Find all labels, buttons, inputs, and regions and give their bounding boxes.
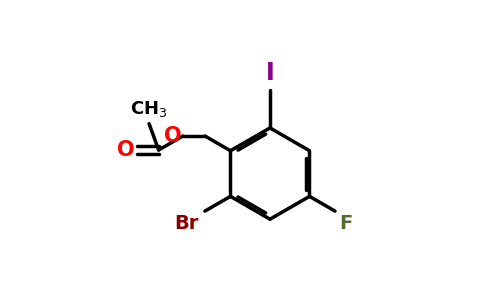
Text: CH$_3$: CH$_3$ [130, 99, 168, 119]
Text: I: I [266, 61, 274, 85]
Text: F: F [339, 214, 353, 233]
Text: O: O [164, 126, 182, 146]
Text: Br: Br [175, 214, 199, 233]
Text: O: O [118, 140, 135, 160]
